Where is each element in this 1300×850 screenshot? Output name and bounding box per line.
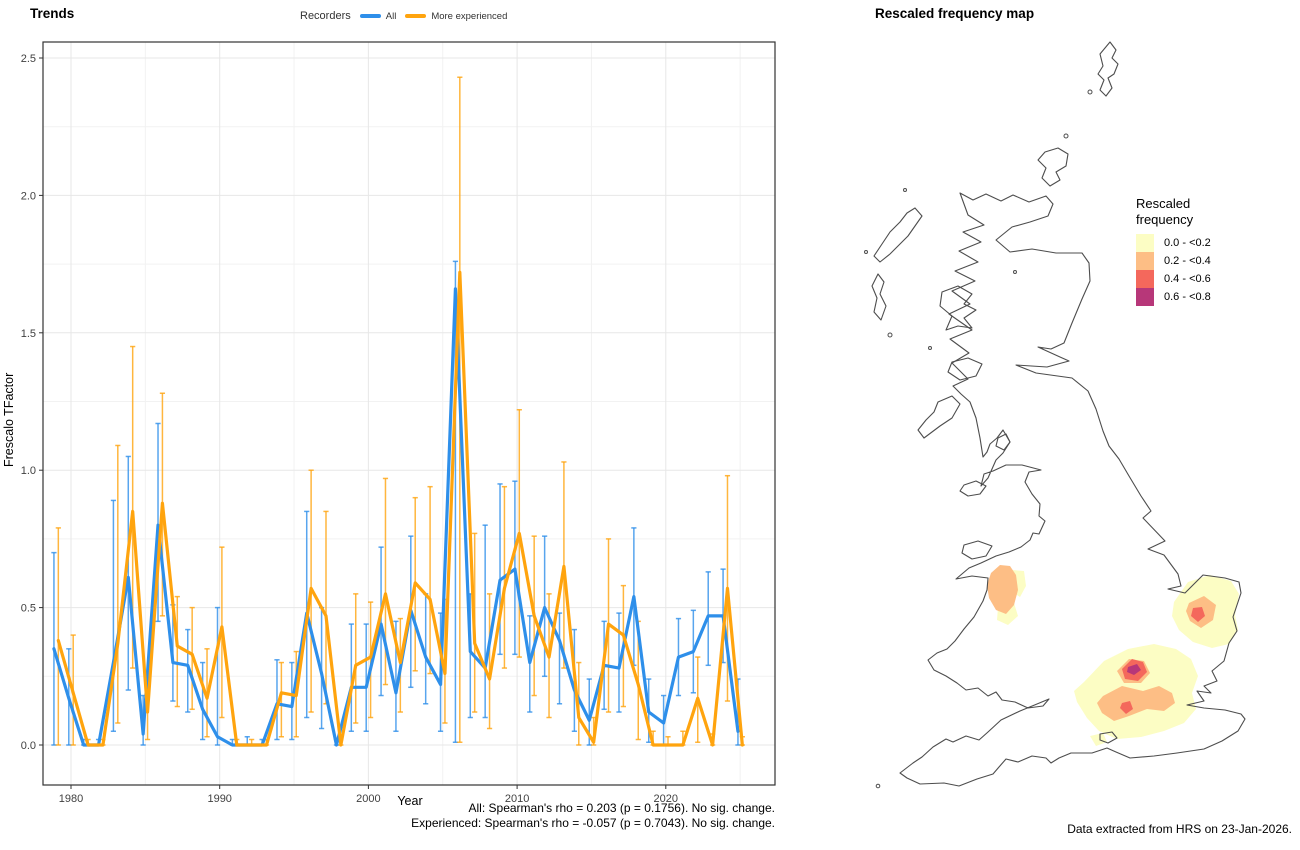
shetland-island [1097, 41, 1119, 97]
map-legend-title: Rescaled frequency [1136, 196, 1194, 227]
anglesey-island [961, 540, 993, 560]
trend-legend: Recorders All More experienced [300, 10, 507, 22]
error-bars-all [51, 260, 741, 746]
gb-land [900, 193, 1245, 786]
islay-jura-island [917, 395, 961, 439]
y-tick-label: 1.5 [21, 328, 36, 340]
islet [903, 188, 907, 192]
x-axis-title: Year [397, 794, 423, 808]
frequency-patch [1097, 686, 1175, 721]
legend-item-label: All [385, 10, 397, 22]
map-legend-row: 0.0 - <0.2 [1136, 234, 1216, 252]
map-legend-row: 0.6 - <0.8 [1136, 288, 1216, 306]
orkney-island [1037, 147, 1069, 187]
map-legend-swatch [1136, 288, 1154, 306]
map-legend-row: 0.2 - <0.4 [1136, 252, 1216, 270]
islet [864, 250, 868, 254]
trend-legend-item-all: All [359, 10, 397, 22]
frequency-patch [1090, 733, 1107, 746]
islet [1063, 133, 1069, 139]
y-tick-label: 2.0 [21, 190, 36, 202]
map-legend-row: 0.4 - <0.6 [1136, 270, 1216, 288]
trend-caption: All: Spearman's rho = 0.203 (p = 0.1756)… [275, 801, 775, 830]
map-caption: Data extracted from HRS on 23-Jan-2026. [1067, 822, 1292, 836]
frequency-patch [987, 565, 1018, 614]
caption-line-all: All: Spearman's rho = 0.203 (p = 0.1756)… [468, 801, 775, 815]
trend-line-experienced [56, 270, 744, 747]
map-legend-swatch [1136, 234, 1154, 252]
y-tick-label: 0.0 [21, 740, 36, 752]
frequency-patch [1120, 701, 1133, 714]
x-tick-label: 2000 [356, 793, 380, 805]
plot-panel-border [42, 41, 776, 786]
isle-of-man-island [959, 480, 987, 497]
map-legend-label: 0.6 - <0.8 [1164, 291, 1211, 303]
mull-island [947, 357, 983, 381]
legend-line-swatch [359, 14, 381, 18]
frequency-patch [1127, 664, 1141, 675]
legend-line-swatch [405, 14, 427, 18]
trends-title: Trends [30, 6, 75, 21]
map-legend: Rescaled frequency 0.0 - <0.2 0.2 - <0.4 0… [1136, 196, 1216, 306]
islet [1013, 270, 1017, 274]
x-tick-label: 2020 [654, 793, 678, 805]
y-tick-label: 2.5 [21, 53, 36, 65]
islet [875, 783, 881, 789]
gb-coastline [899, 192, 1246, 787]
uk-map [864, 41, 1246, 789]
x-tick-label: 2010 [505, 793, 529, 805]
trend-chart: 1980 1990 2000 2010 2020 0.0 0.5 1.0 1.5 2.0 2.5 [21, 41, 776, 805]
islet [1087, 89, 1093, 95]
trend-line-all [52, 287, 740, 747]
map-legend-swatch [1136, 270, 1154, 288]
trend-legend-item-experienced: More experienced [405, 11, 507, 22]
map-legend-label: 0.4 - <0.6 [1164, 273, 1211, 285]
frequency-patch [1191, 607, 1205, 622]
isle-of-wight-island [1099, 731, 1118, 744]
x-tick-label: 1990 [207, 793, 231, 805]
map-legend-label: 0.2 - <0.4 [1164, 255, 1211, 267]
y-tick-label: 1.0 [21, 465, 36, 477]
caption-line-experienced: Experienced: Spearman's rho = -0.057 (p … [411, 815, 775, 830]
legend-item-label: More experienced [431, 10, 508, 22]
x-tick-label: 1980 [59, 793, 83, 805]
y-tick-label: 0.5 [21, 603, 36, 615]
map-legend-swatch [1136, 252, 1154, 270]
y-axis-title: Frescalo TFactor [2, 372, 16, 468]
skye-island [939, 285, 977, 331]
lewis-harris-island [873, 207, 923, 263]
islet [887, 332, 893, 338]
arran-island [995, 433, 1011, 451]
map-legend-label: 0.0 - <0.2 [1164, 237, 1211, 249]
trend-legend-title: Recorders [300, 10, 351, 22]
map-title: Rescaled frequency map [875, 6, 1035, 21]
uists-island [871, 273, 887, 321]
islet [928, 346, 932, 350]
